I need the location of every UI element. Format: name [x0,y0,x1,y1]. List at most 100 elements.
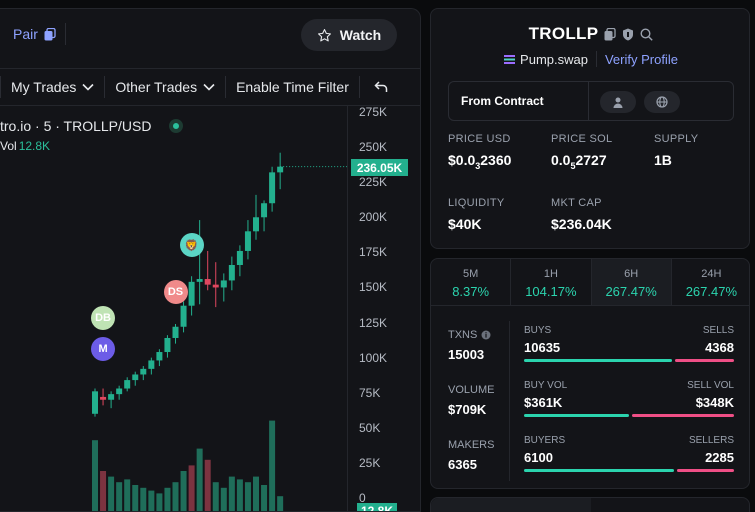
search-icon[interactable] [640,27,654,41]
candle [212,262,219,308]
buyers-sellers-row: BUYERS SELLERS 6100 2285 [524,435,734,472]
trade-marker[interactable]: DS [163,279,188,304]
period-label: 6H [624,268,639,280]
divider [595,51,597,67]
price-axis-tick: 100K [359,350,388,365]
tab-6h[interactable]: 6H 267.47% [591,259,672,305]
divider [104,76,106,98]
star-icon [317,28,331,41]
stat-price-usd: PRICE USD $0.032360 [448,133,511,171]
price-axis-tick: 250K [359,140,388,155]
watch-button[interactable]: Watch [301,19,397,51]
buyers-bar [524,469,674,472]
candle [148,357,155,375]
chevron-down-icon [82,83,94,91]
volume-bar [212,482,219,511]
trade-marker[interactable]: 🦁 [179,233,204,258]
user-icon [613,97,623,108]
token-name: TROLLP [528,24,599,43]
price-axis-tick: 200K [359,210,388,225]
trade-marker[interactable]: M [91,337,116,362]
period-label: 1H [543,268,558,280]
candle [236,245,243,277]
stat-supply: SUPPLY 1B [654,133,698,168]
sell-vol-value: $348K [695,395,734,410]
stat-value: 1B [654,152,672,168]
volume-legend: Vol 12.8K [0,139,50,153]
time-filter-toggle[interactable]: Enable Time Filter [226,79,359,95]
trades-card: 5M 8.37% 1H 104.17% 6H 267.47% 24H 267.4… [430,258,750,489]
stat-value: $40K [448,216,482,232]
buyers-value: 6100 [524,450,553,465]
price-chart[interactable]: tro.io · 5 · TROLLP/USD Vol 12.8K 236.05K… [0,105,420,512]
volume-bar [261,485,268,511]
divider [225,76,227,98]
trade-marker[interactable]: DB [91,306,116,331]
volume-bar [253,476,259,511]
other-trades-dropdown[interactable]: Other Trades [105,79,225,95]
stat-label: PRICE USD [448,133,511,145]
candlestick-chart[interactable] [0,106,347,512]
volume-bar [116,482,123,511]
pair-label: Pair [13,26,38,42]
chevron-down-icon [203,83,215,91]
volume-bar [269,420,276,511]
candle [277,152,284,190]
candle [140,366,147,381]
time-filter-label: Enable Time Filter [236,79,349,95]
undo-icon [374,81,388,92]
copy-icon[interactable] [44,27,56,41]
stat-label: MKT CAP [551,197,602,209]
period-change: 267.47% [685,284,738,299]
token-info-card: TROLLP Pump.swap Verify Profile From Con… [430,8,750,249]
info-icon[interactable] [481,330,491,340]
volume-bar [172,482,179,511]
my-trades-dropdown[interactable]: My Trades [1,79,104,95]
price-axis-tick: 75K [359,385,381,400]
live-status-icon [169,119,184,133]
sellers-label: SELLERS [688,435,734,446]
undo-button[interactable] [360,81,398,93]
volume-legend-label: Vol [0,139,17,153]
token-header: TROLLP [431,24,751,44]
price-axis-tick: 50K [359,420,381,435]
copy-icon[interactable] [604,27,617,41]
price-axis-tick: 225K [359,175,388,190]
tab-1h[interactable]: 1H 104.17% [511,259,592,305]
candle [228,256,235,291]
txns-label: TXNS [448,329,478,341]
user-button[interactable] [600,91,636,113]
candle [244,220,251,260]
candle [132,371,139,386]
period-change: 267.47% [605,284,657,299]
tab-24h[interactable]: 24H 267.47% [672,259,749,305]
period-change: 8.37% [452,284,490,299]
candle [164,335,171,358]
shield-icon[interactable] [622,28,634,41]
volume-bar [108,476,115,511]
tab-5m[interactable]: 5M 8.37% [431,259,512,305]
buy-vol-label: BUY VOL [524,380,568,391]
my-trades-label: My Trades [11,79,77,95]
watch-label: Watch [339,27,382,43]
verify-profile-link[interactable]: Verify Profile [604,51,678,67]
volume-bar [92,440,98,511]
stat-label: SUPPLY [654,133,699,145]
globe-button[interactable] [644,91,680,113]
buys-value: 10635 [524,340,561,355]
sellers-value: 2285 [705,450,734,465]
stat-value: $0.032360 [448,152,512,171]
volume-bar [132,485,139,511]
volume-bar [277,496,284,511]
price-axis-tick: 175K [359,245,388,260]
volume-tag: 12.8K [357,503,397,511]
pair-button[interactable]: Pair [13,26,56,42]
chart-title: tro.io · 5 · TROLLP/USD [0,118,152,134]
price-axis[interactable]: 236.05K 12.8K 275K 250K 225K 200K 175K 150K 12… [347,105,420,511]
bottom-tab[interactable] [431,498,591,512]
sell-vol-label: SELL VOL [687,380,734,391]
volume-bar [236,479,243,511]
dex-link[interactable]: Pump.swap [504,52,588,67]
from-contract-label: From Contract [461,94,544,108]
